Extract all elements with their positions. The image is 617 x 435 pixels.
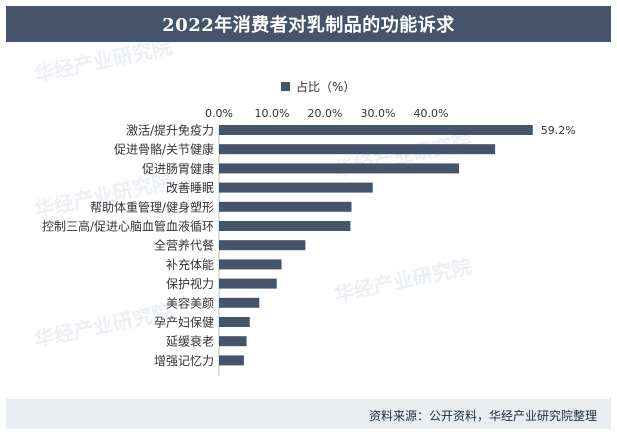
bar — [219, 259, 282, 270]
bars: 59.2% — [219, 124, 576, 366]
x-tick-label: 30.0% — [361, 107, 396, 120]
bar — [219, 278, 277, 289]
bar — [219, 297, 260, 308]
category-label: 改善睡眠 — [166, 180, 214, 195]
category-label: 孕产妇保健 — [154, 316, 214, 330]
bar-chart: 华经产业研究院 华经产业研究院 华经产业研究院 华经产业研究院 华经产业研究院 … — [32, 34, 576, 376]
category-label: 延缓衰老 — [166, 334, 214, 349]
bar — [219, 317, 250, 327]
category-label: 激活/提升免疫力 — [126, 123, 214, 138]
category-label: 保护视力 — [166, 276, 214, 291]
x-tick-label: 10.0% — [255, 107, 290, 120]
category-label: 控制三高/促进心脑血管血液循环 — [42, 219, 214, 234]
watermark-text: 华经产业研究院 — [32, 42, 174, 87]
bar — [219, 182, 373, 193]
category-label: 促进骨骼/关节健康 — [114, 142, 214, 157]
legend-swatch — [281, 82, 290, 91]
watermark-text: 华经产业研究院 — [32, 299, 174, 352]
x-tick-label: 40.0% — [414, 107, 449, 120]
legend: 占比（%） — [281, 79, 355, 94]
bar — [219, 355, 244, 366]
bar — [219, 144, 496, 155]
category-label: 美容美颜 — [166, 295, 214, 310]
bar — [219, 201, 352, 212]
category-label: 增强记忆力 — [154, 354, 214, 368]
x-tick-label: 0.0% — [205, 107, 233, 120]
chart-title: 2022年消费者对乳制品的功能诉求 — [162, 15, 455, 36]
category-label: 全营养代餐 — [154, 238, 214, 253]
y-axis: 激活/提升免疫力促进骨骼/关节健康促进肠胃健康改善睡眠帮助体重管理/健身塑形控制… — [42, 123, 220, 376]
watermark-text: 华经产业研究院 — [332, 254, 474, 307]
bar — [219, 125, 533, 135]
bar — [219, 221, 351, 231]
bar — [219, 240, 306, 251]
title-bar: 2022年消费者对乳制品的功能诉求 — [6, 6, 611, 42]
bar — [219, 336, 247, 347]
data-label: 59.2% — [541, 124, 576, 137]
category-label: 补充体能 — [166, 257, 214, 272]
x-tick-label: 20.0% — [308, 107, 343, 120]
category-label: 帮助体重管理/健身塑形 — [90, 199, 214, 214]
bar — [219, 163, 460, 174]
x-axis: 0.0% 10.0% 20.0% 30.0% 40.0% — [205, 107, 448, 120]
watermark-text: 华经产业研究院 — [332, 129, 474, 182]
category-label: 促进肠胃健康 — [142, 161, 214, 176]
legend-label: 占比（%） — [296, 79, 355, 94]
source-note: 资料来源：公开资料，华经产业研究院整理 — [368, 409, 597, 423]
footer: 资料来源：公开资料，华经产业研究院整理 — [6, 399, 611, 429]
chart-area: 华经产业研究院 华经产业研究院 华经产业研究院 华经产业研究院 华经产业研究院 … — [6, 34, 611, 397]
